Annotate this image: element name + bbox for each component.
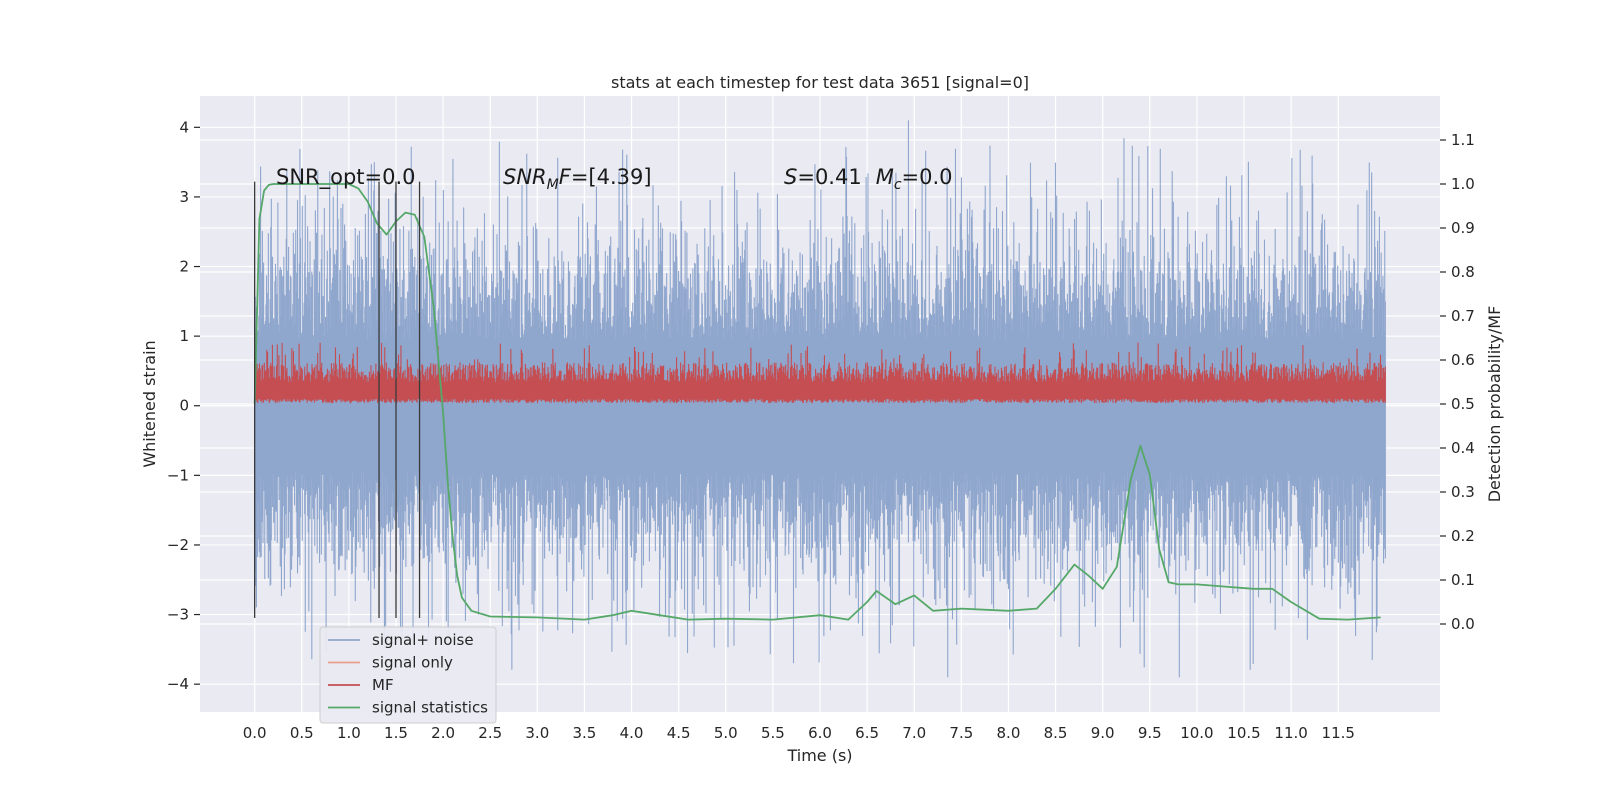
vertical-markers (254, 181, 421, 619)
x-tick-label: 7.0 (902, 724, 926, 742)
x-tick-label: 8.0 (997, 724, 1021, 742)
legend-label: signal+ noise (372, 631, 474, 649)
y-right-tick-label: 0.9 (1451, 219, 1475, 237)
y-tick-label: 4 (179, 118, 189, 136)
y-axis-right-ticks: 1.1 1.0 0.9 0.8 0.7 0.6 0.5 0.4 0.3 0.2 0.1 0.0 (1440, 131, 1475, 633)
y-right-tick-label: 1.0 (1451, 175, 1475, 193)
legend-box (319, 626, 497, 724)
y-right-tick-label: 0.7 (1451, 307, 1475, 325)
y-right-tick-label: 0.5 (1451, 395, 1475, 413)
x-axis-label: Time (s) (786, 746, 852, 765)
y-tick-label: 2 (179, 258, 189, 276)
x-tick-label: 2.5 (478, 724, 502, 742)
x-tick-label: 1.0 (337, 724, 361, 742)
y-right-tick-label: 0.2 (1451, 527, 1475, 545)
y-right-tick-label: 0.8 (1451, 263, 1475, 281)
y-right-tick-label: 1.1 (1451, 131, 1475, 149)
y-right-tick-label: 0.4 (1451, 439, 1475, 457)
annotations: SNR_opt=0.0 SNRMF=[4.39] S=0.41 Mc=0.0 (276, 165, 953, 193)
x-tick-label: 8.5 (1044, 724, 1068, 742)
x-tick-label: 4.5 (667, 724, 691, 742)
x-tick-label: 1.5 (384, 724, 408, 742)
x-tick-label: 9.0 (1091, 724, 1115, 742)
y-right-tick-label: 0.3 (1451, 483, 1475, 501)
x-tick-label: 10.0 (1180, 724, 1213, 742)
annotation-s-mc: S=0.41 Mc=0.0 (784, 165, 953, 193)
y-tick-label: 0 (179, 397, 189, 415)
x-tick-label: 0.5 (290, 724, 314, 742)
legend-label: signal statistics (372, 699, 488, 717)
series-signal-statistics (253, 183, 1381, 621)
x-tick-label: 9.5 (1138, 724, 1162, 742)
y-axis-right-label: Detection probability/MF (1485, 306, 1504, 503)
x-tick-label: 3.5 (573, 724, 597, 742)
y-tick-label: −3 (167, 606, 189, 624)
x-tick-label: 4.0 (620, 724, 644, 742)
y-right-tick-label: 0.6 (1451, 351, 1475, 369)
x-tick-label: 5.5 (761, 724, 785, 742)
x-tick-label: 6.5 (855, 724, 879, 742)
legend-label: signal only (372, 654, 453, 672)
annotation-snr-mf: SNRMF=[4.39] (503, 165, 652, 193)
y-tick-label: −2 (167, 536, 189, 554)
x-tick-label: 3.0 (525, 724, 549, 742)
y-right-tick-label: 0.0 (1451, 615, 1475, 633)
y-tick-label: −4 (167, 675, 189, 693)
x-tick-label: 6.0 (808, 724, 832, 742)
x-tick-label: 11.5 (1322, 724, 1355, 742)
y-right-tick-label: 0.1 (1451, 571, 1475, 589)
x-tick-label: 2.0 (431, 724, 455, 742)
y-tick-label: 1 (179, 327, 189, 345)
legend-label: MF (372, 676, 394, 694)
x-axis-ticks: 0.0 0.5 1.0 1.5 2.0 2.5 3.0 3.5 4.0 4.5 5.0 5.5 6.0 6… (243, 724, 1355, 742)
y-axis-ticks: 4 3 2 1 0 −1 −2 −3 −4 (167, 118, 200, 693)
y-axis-label: Whitened strain (140, 340, 159, 467)
x-tick-label: 7.5 (949, 724, 973, 742)
x-tick-label: 11.0 (1274, 724, 1307, 742)
y-tick-label: 3 (179, 188, 189, 206)
annotation-snr-opt: SNR_opt=0.0 (276, 165, 416, 190)
y-tick-label: −1 (167, 466, 189, 484)
x-tick-label: 0.0 (243, 724, 267, 742)
chart-title: stats at each timestep for test data 365… (611, 73, 1029, 92)
x-tick-label: 10.5 (1227, 724, 1260, 742)
x-tick-label: 5.0 (714, 724, 738, 742)
legend: signal+ noise signal only MF signal statist… (319, 626, 497, 724)
